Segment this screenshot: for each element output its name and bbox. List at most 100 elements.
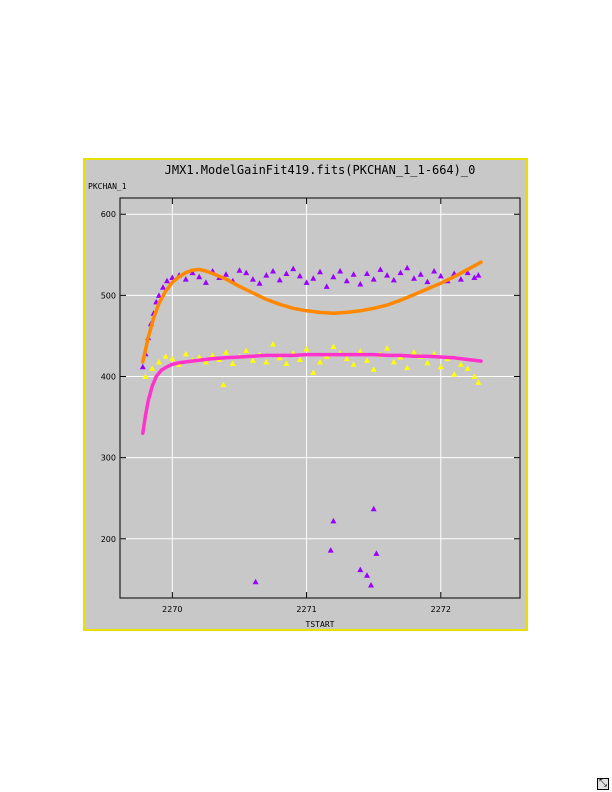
data-point-series-1 — [223, 271, 229, 277]
data-point-series-1 — [417, 271, 424, 277]
data-point-series-2 — [182, 350, 189, 357]
data-point-series-1 — [303, 279, 310, 285]
data-point-series-1 — [343, 277, 350, 284]
data-point-series-1 — [370, 276, 377, 282]
data-point-series-1 — [471, 274, 478, 280]
data-point-series-2 — [209, 352, 216, 358]
data-point-series-1 — [364, 270, 370, 276]
data-point-series-2 — [384, 345, 391, 351]
data-point-series-2 — [196, 354, 203, 360]
data-point-series-2 — [296, 356, 303, 362]
data-point-series-1 — [182, 276, 189, 282]
data-point-series-1 — [357, 566, 364, 573]
chart-title: JMX1.ModelGainFit419.fits(PKCHAN_1_1-664… — [165, 163, 476, 177]
y-axis-label: PKCHAN_1 — [88, 182, 127, 191]
data-point-series-2 — [437, 363, 444, 370]
data-point-series-1 — [457, 276, 464, 282]
data-point-series-2 — [169, 355, 176, 362]
data-point-series-2 — [404, 364, 411, 371]
data-point-series-1 — [364, 572, 370, 578]
data-point-series-2 — [411, 349, 417, 355]
y-tick-label: 300 — [101, 454, 116, 463]
data-point-series-2 — [263, 358, 270, 365]
data-point-series-1 — [202, 279, 209, 285]
data-point-series-2 — [229, 360, 236, 366]
data-point-series-1 — [139, 363, 146, 370]
data-point-series-1 — [283, 270, 290, 276]
data-point-series-1 — [189, 269, 196, 276]
data-point-series-2 — [350, 361, 357, 367]
data-point-series-1 — [337, 268, 344, 274]
data-point-series-2 — [162, 353, 169, 359]
data-point-series-1 — [323, 283, 330, 289]
data-point-series-2 — [283, 360, 290, 366]
data-point-series-1 — [155, 292, 162, 298]
data-point-series-1 — [249, 276, 256, 282]
data-point-series-1 — [270, 268, 276, 274]
data-point-series-1 — [160, 284, 166, 290]
data-point-series-1 — [169, 274, 176, 280]
data-point-series-2 — [155, 358, 162, 365]
fit-line-series-3 — [141, 260, 483, 364]
data-point-series-1 — [296, 272, 303, 279]
data-point-series-1 — [327, 547, 334, 553]
data-point-series-1 — [243, 269, 250, 276]
data-point-series-1 — [464, 269, 471, 276]
data-point-series-1 — [330, 273, 337, 280]
data-point-series-2 — [202, 358, 209, 365]
x-tick-label: 2270 — [162, 605, 182, 614]
data-point-series-2 — [390, 358, 397, 365]
data-point-series-1 — [276, 276, 283, 283]
data-point-series-1 — [256, 280, 263, 286]
data-point-series-1 — [384, 272, 391, 278]
data-point-series-2 — [343, 355, 350, 362]
data-point-series-1 — [236, 267, 243, 273]
data-point-series-1 — [431, 268, 438, 274]
data-point-series-1 — [164, 277, 170, 284]
data-point-series-2 — [142, 373, 149, 379]
data-point-series-1 — [196, 273, 203, 280]
data-point-series-2 — [243, 347, 250, 353]
data-point-series-1 — [290, 265, 297, 272]
data-point-series-2 — [223, 349, 229, 355]
data-point-series-1 — [424, 278, 431, 285]
data-point-series-1 — [390, 276, 397, 283]
y-tick-label: 600 — [101, 210, 116, 219]
data-point-series-2 — [149, 365, 156, 371]
data-point-series-1 — [377, 266, 384, 272]
data-point-series-1 — [252, 578, 259, 585]
data-point-series-1 — [397, 269, 404, 276]
data-point-series-1 — [373, 550, 380, 556]
data-point-series-1 — [357, 281, 364, 287]
scatter-chart: JMX1.ModelGainFit419.fits(PKCHAN_1_1-664… — [88, 163, 521, 629]
data-point-series-1 — [404, 264, 411, 271]
data-point-series-1 — [370, 505, 377, 512]
data-point-series-2 — [424, 359, 431, 366]
data-point-series-1 — [310, 275, 317, 281]
data-point-series-2 — [220, 381, 227, 388]
y-tick-label: 400 — [101, 372, 116, 381]
data-point-series-2 — [303, 345, 310, 352]
data-point-series-1 — [475, 272, 482, 278]
data-point-series-2 — [249, 357, 256, 363]
data-point-series-2 — [364, 357, 370, 363]
x-tick-label: 2271 — [296, 605, 316, 614]
data-point-series-2 — [475, 379, 482, 385]
data-point-series-1 — [263, 272, 270, 278]
data-point-series-2 — [370, 366, 377, 372]
fit-line-series-4 — [141, 352, 483, 436]
resize-handle-icon[interactable]: ⤡ — [597, 778, 609, 790]
data-point-series-2 — [451, 371, 458, 377]
data-point-series-2 — [310, 369, 317, 375]
y-tick-label: 200 — [101, 535, 116, 544]
x-axis-label: TSTART — [306, 620, 335, 629]
data-point-series-2 — [464, 365, 471, 371]
plot-window: JMX1.ModelGainFit419.fits(PKCHAN_1_1-664… — [83, 158, 609, 790]
data-point-series-2 — [270, 341, 276, 347]
data-point-series-1 — [437, 272, 444, 279]
data-point-series-2 — [457, 361, 464, 367]
data-point-series-1 — [411, 275, 417, 281]
data-point-series-2 — [276, 354, 283, 361]
data-point-series-2 — [471, 373, 478, 379]
data-point-series-1 — [317, 268, 323, 275]
